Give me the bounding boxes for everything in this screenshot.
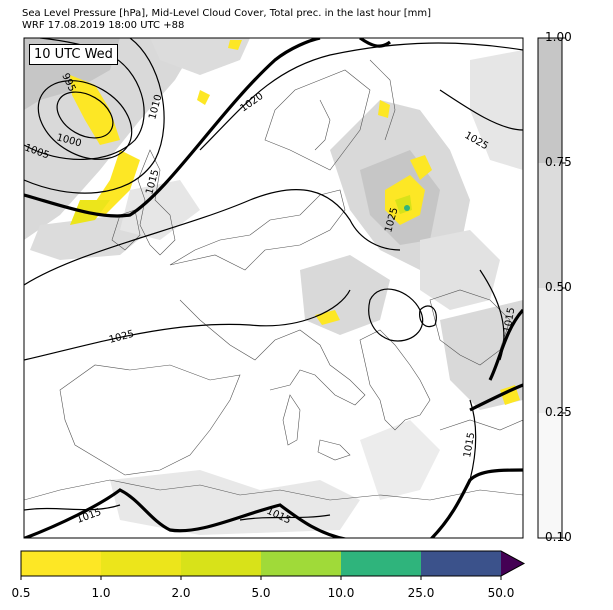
- precip-band: [341, 551, 421, 576]
- valid-time-label: 10 UTC Wed: [29, 44, 118, 65]
- cloud-cover-tick-label: 0.10: [545, 530, 572, 544]
- precip-band: [261, 551, 341, 576]
- precip-tick-label: 1.0: [91, 586, 111, 600]
- precipitation-colorbar: [20, 550, 526, 580]
- cloud-cover-tick-label: 0.25: [545, 405, 572, 419]
- cloud-cover-band: [538, 163, 562, 288]
- isobar-label: 1015: [462, 432, 477, 459]
- precip-extend-arrow: [501, 551, 524, 576]
- model-run-subtitle: WRF 17.08.2019 18:00 UTC +88: [22, 20, 185, 31]
- precip-tick-label: 2.0: [171, 586, 191, 600]
- map-frame: [23, 37, 524, 539]
- precip-tick-label: 0.5: [11, 586, 31, 600]
- thick-isobar-1015: [24, 38, 523, 538]
- cloud-cover-band: [538, 288, 562, 413]
- cloud-cover-tick-label: 0.75: [545, 155, 572, 169]
- cloud-cover-tick-label: 0.50: [545, 280, 572, 294]
- precip-tick-label: 5.0: [251, 586, 271, 600]
- chart-title: Sea Level Pressure [hPa], Mid-Level Clou…: [22, 8, 432, 19]
- precip-tick-label: 10.0: [327, 586, 355, 600]
- precip-band: [101, 551, 181, 576]
- precip-tick-label: 25.0: [407, 586, 435, 600]
- precip-band: [421, 551, 501, 576]
- cloud-cover-band: [538, 413, 562, 538]
- cloud-cover-colorbar: [537, 37, 566, 539]
- precip-tick-label: 50.0: [487, 586, 515, 600]
- cloud-cover-tick-label: 1.00: [545, 30, 572, 44]
- precip-band: [21, 551, 101, 576]
- cloud-cover-band: [538, 38, 562, 163]
- coastlines: [24, 59, 523, 501]
- precip-band: [181, 551, 261, 576]
- isobar-label: 1015: [502, 307, 517, 334]
